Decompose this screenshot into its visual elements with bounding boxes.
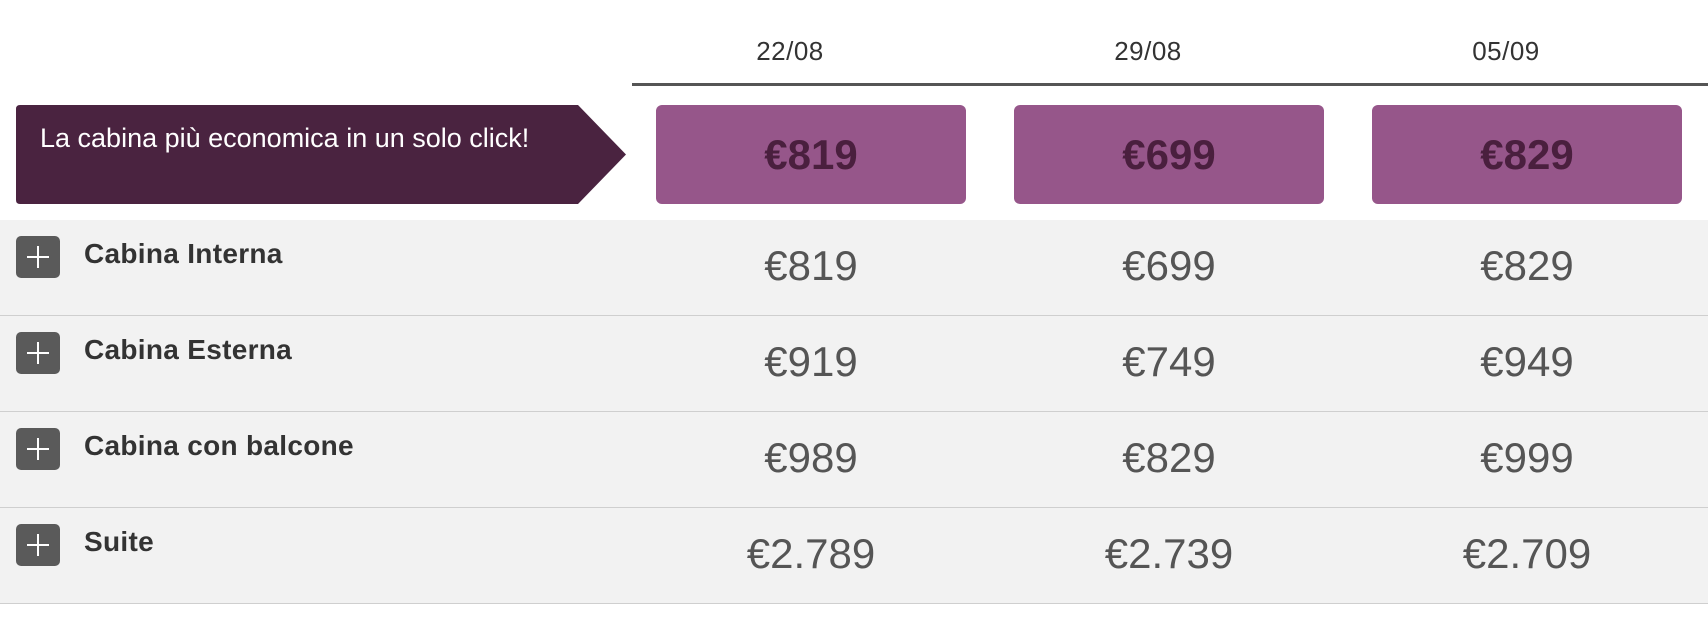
price-cell[interactable]: €949 (1480, 338, 1574, 385)
price-cell[interactable]: €829 (1122, 434, 1216, 481)
table-row: Suite €2.789 €2.739 €2.709 (0, 508, 1708, 604)
cabin-type-label: Cabina Esterna (84, 334, 293, 365)
expand-row-button[interactable] (16, 332, 60, 374)
dates-header: 22/08 29/08 05/09 (632, 0, 1708, 86)
cheapest-price-button-3[interactable]: €829 (1372, 105, 1682, 204)
price-cell[interactable]: €919 (764, 338, 858, 385)
plus-icon (16, 236, 60, 278)
price-cell[interactable]: €819 (764, 242, 858, 289)
cabin-rows: Cabina Interna €819 €699 €829 Cabina Est… (0, 220, 1708, 604)
cabin-type-label: Cabina con balcone (84, 430, 354, 461)
date-column-1: 22/08 (756, 36, 824, 66)
price-cell[interactable]: €989 (764, 434, 858, 481)
table-row: Cabina con balcone €989 €829 €999 (0, 412, 1708, 508)
plus-icon (16, 428, 60, 470)
cheapest-price-button-2[interactable]: €699 (1014, 105, 1324, 204)
table-row: Cabina Esterna €919 €749 €949 (0, 316, 1708, 412)
expand-row-button[interactable] (16, 236, 60, 278)
price-cell[interactable]: €2.709 (1462, 530, 1592, 577)
plus-icon (16, 332, 60, 374)
price-cell[interactable]: €999 (1480, 434, 1574, 481)
table-row: Cabina Interna €819 €699 €829 (0, 220, 1708, 316)
cabin-type-label: Cabina Interna (84, 238, 283, 269)
price-cell[interactable]: €829 (1480, 242, 1574, 289)
price-cell[interactable]: €2.789 (746, 530, 876, 577)
expand-row-button[interactable] (16, 524, 60, 566)
cheapest-cabin-banner: La cabina più economica in un solo click… (16, 105, 626, 204)
expand-row-button[interactable] (16, 428, 60, 470)
cabin-type-label: Suite (84, 526, 154, 557)
banner-arrow-shape (16, 105, 626, 204)
price-cell[interactable]: €2.739 (1104, 530, 1234, 577)
price-cell[interactable]: €699 (1122, 242, 1216, 289)
date-column-2: 29/08 (1114, 36, 1182, 66)
banner-text: La cabina più economica in un solo click… (40, 123, 530, 153)
cheapest-price-button-1[interactable]: €819 (656, 105, 966, 204)
plus-icon (16, 524, 60, 566)
price-cell[interactable]: €749 (1122, 338, 1216, 385)
date-column-3: 05/09 (1472, 36, 1540, 66)
